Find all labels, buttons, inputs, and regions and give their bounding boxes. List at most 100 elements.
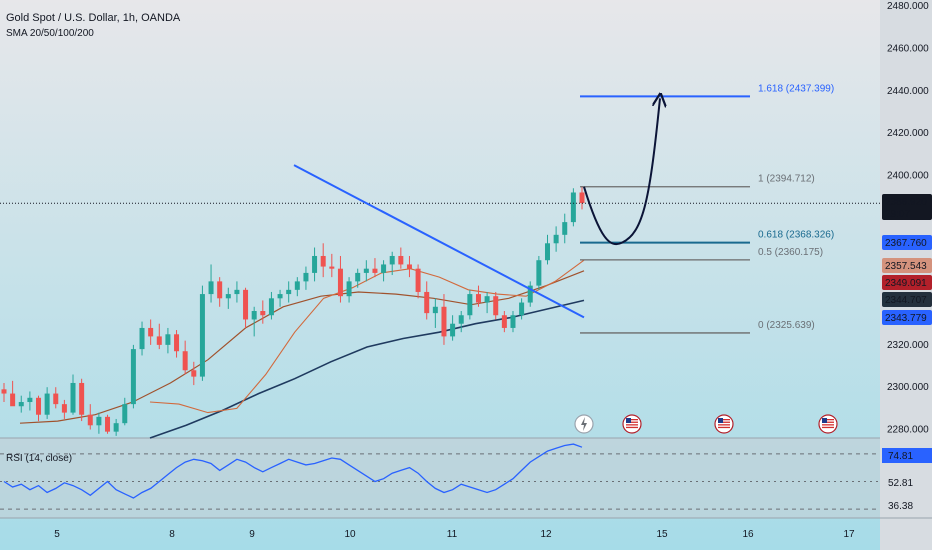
flag-canton xyxy=(718,418,723,423)
candle-body xyxy=(372,268,378,273)
lightning-icon xyxy=(581,417,587,431)
candle-body xyxy=(225,294,231,299)
projection-curve[interactable] xyxy=(583,98,660,246)
candle-body xyxy=(398,255,404,265)
candle-body xyxy=(139,327,145,350)
candle-body xyxy=(337,268,343,297)
price-badge-text: 2349.091 xyxy=(885,278,927,289)
candle-body xyxy=(199,294,205,377)
time-axis-label: 9 xyxy=(249,529,255,540)
price-badge[interactable]: 2343.779 xyxy=(882,310,932,325)
candle-body xyxy=(44,393,50,415)
candle-body xyxy=(105,416,111,432)
candle-body xyxy=(36,397,42,415)
candle-body xyxy=(10,393,16,407)
candle-body xyxy=(217,281,223,299)
rsi-current-badge: 74.81 xyxy=(882,448,932,463)
candle-body xyxy=(53,393,59,405)
fib-label: 0.5 (2360.175) xyxy=(758,247,823,258)
flag-stripe xyxy=(626,424,638,426)
price-badge-text: 2367.760 xyxy=(885,238,927,249)
candle-body xyxy=(329,266,335,269)
price-badge-text: 2357.543 xyxy=(885,261,927,272)
us-flag-event-icon[interactable] xyxy=(818,414,838,434)
lightning-event-icon[interactable] xyxy=(574,414,594,434)
time-axis[interactable]: 5 8 9 10 11 12 15 16 17 xyxy=(54,529,855,540)
rsi-pane-background xyxy=(0,438,880,518)
us-flag-event-icon[interactable] xyxy=(622,414,642,434)
time-axis-label: 16 xyxy=(742,529,754,540)
candle-body xyxy=(113,423,119,432)
candle-body xyxy=(234,289,240,295)
flag-stripe xyxy=(626,421,638,423)
candle-body xyxy=(510,315,516,328)
price-badge[interactable]: 2349.091 xyxy=(882,275,932,290)
candle-body xyxy=(467,294,473,316)
price-badge-bg xyxy=(882,310,932,325)
fib-label: 0.618 (2368.326) xyxy=(758,230,834,241)
price-badge[interactable]: 2357.543 xyxy=(882,258,932,273)
sma-line xyxy=(149,259,585,414)
flag-canton xyxy=(626,418,631,423)
rsi-current-value: 74.81 xyxy=(888,451,913,462)
candle-body xyxy=(87,414,93,426)
price-badge-text: 2386.920 xyxy=(885,197,927,208)
event-markers[interactable] xyxy=(574,414,838,434)
candle-body xyxy=(346,281,352,297)
price-badge-bg xyxy=(882,194,932,220)
flag-stripe xyxy=(822,424,834,426)
candle-body xyxy=(312,255,318,273)
fib-label: 1.618 (2437.399) xyxy=(758,83,834,94)
candle-body xyxy=(432,306,438,314)
candle-body xyxy=(156,336,162,345)
price-badge-bg xyxy=(882,275,932,290)
candle-body xyxy=(260,311,266,316)
price-badge-bg xyxy=(882,235,932,250)
price-axis-label: 2300.000 xyxy=(887,382,929,393)
candle-body xyxy=(277,294,283,299)
fib-label: 0 (2325.639) xyxy=(758,320,815,331)
price-axis-label: 2440.000 xyxy=(887,86,929,97)
price-badge[interactable]: 2344.707 xyxy=(882,292,932,307)
price-axis-label: 2400.000 xyxy=(887,171,929,182)
event-icon-circle xyxy=(818,414,838,434)
candle-body xyxy=(174,334,180,352)
candle-body xyxy=(208,281,214,295)
candle-body xyxy=(579,192,585,204)
price-axis[interactable]: 2480.000 2460.000 2440.000 2420.000 2400.000… xyxy=(882,1,932,512)
trendline[interactable] xyxy=(293,164,585,319)
flag-stripe xyxy=(822,421,834,423)
candle-body xyxy=(70,382,76,413)
candle-body xyxy=(243,289,249,320)
flag-stripe xyxy=(718,424,730,426)
candle-body xyxy=(182,351,188,371)
candle-body xyxy=(268,298,274,316)
sma-line xyxy=(19,270,585,424)
time-axis-label: 11 xyxy=(447,529,458,540)
event-icon-circle xyxy=(622,414,642,434)
time-axis-label: 8 xyxy=(169,529,175,540)
rsi-current-bg xyxy=(882,448,932,463)
price-badge[interactable]: 2367.760 xyxy=(882,235,932,250)
candle-body xyxy=(294,281,300,290)
candle-body xyxy=(18,402,24,407)
flag-canton xyxy=(822,418,827,423)
price-axis-label: 2280.000 xyxy=(887,425,929,436)
candle-body xyxy=(441,306,447,337)
candle-body xyxy=(303,272,309,282)
us-flag-event-icon[interactable] xyxy=(714,414,734,434)
flag-stripe xyxy=(822,419,834,421)
candle-body xyxy=(251,311,257,320)
price-axis-label: 2480.000 xyxy=(887,1,929,12)
candle-body xyxy=(1,389,7,394)
price-axis-label: 2320.000 xyxy=(887,340,929,351)
drawings[interactable] xyxy=(0,98,880,319)
candle-body xyxy=(562,222,568,235)
candle-body xyxy=(363,268,369,273)
candle-body xyxy=(286,289,292,295)
candle-body xyxy=(544,243,550,261)
candle-body xyxy=(450,323,456,337)
time-axis-label: 17 xyxy=(843,529,855,540)
